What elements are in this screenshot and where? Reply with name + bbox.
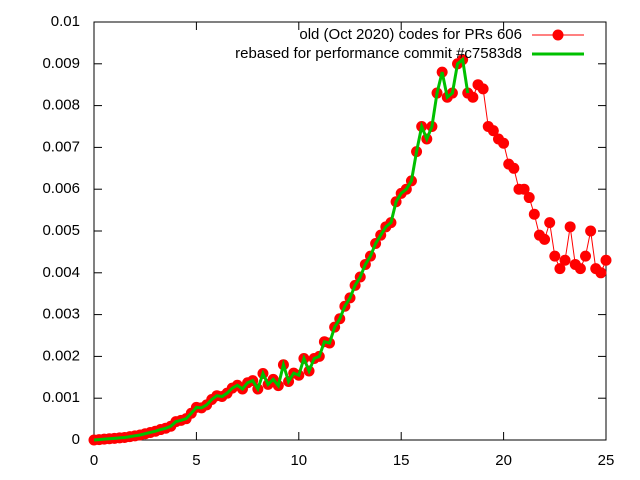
y-tick-label: 0 xyxy=(72,431,80,448)
series-line xyxy=(93,58,607,441)
x-tick-label: 25 xyxy=(598,452,615,469)
point xyxy=(549,250,561,262)
legend-marker xyxy=(552,29,564,41)
y-tick-label: 0.002 xyxy=(42,347,80,364)
series-line xyxy=(93,56,470,442)
y-tick-label: 0.007 xyxy=(42,138,80,155)
y-tick-label: 0.008 xyxy=(42,97,80,114)
point xyxy=(518,183,530,195)
y-tick-label: 0.001 xyxy=(42,389,80,406)
plot-border xyxy=(93,21,607,441)
x-tick-label: 5 xyxy=(192,452,200,469)
point xyxy=(600,254,612,266)
x-tick-label: 10 xyxy=(290,452,307,469)
point xyxy=(498,137,510,149)
y-tick-label: 0.009 xyxy=(42,55,80,72)
point xyxy=(487,125,499,137)
legend-label: rebased for performance commit #c7583d8 xyxy=(235,45,522,62)
point xyxy=(544,217,556,229)
point xyxy=(559,254,571,266)
y-tick-label: 0.003 xyxy=(42,306,80,323)
point xyxy=(595,267,607,279)
point xyxy=(564,221,576,233)
point xyxy=(477,83,489,95)
x-tick-label: 0 xyxy=(90,452,98,469)
point xyxy=(539,233,551,245)
point xyxy=(574,263,586,275)
point xyxy=(585,225,597,237)
y-tick-label: 0.004 xyxy=(42,264,80,281)
y-tick-label: 0.005 xyxy=(42,222,80,239)
y-tick-label: 0.01 xyxy=(51,13,80,30)
point xyxy=(467,91,479,103)
point xyxy=(580,250,592,262)
legend-label: old (Oct 2020) codes for PRs 606 xyxy=(299,26,522,43)
y-tick-label: 0.006 xyxy=(42,180,80,197)
point xyxy=(523,192,535,204)
x-tick-label: 15 xyxy=(393,452,410,469)
x-tick-label: 20 xyxy=(495,452,512,469)
point xyxy=(528,208,540,220)
point xyxy=(554,263,566,275)
point xyxy=(508,162,520,174)
